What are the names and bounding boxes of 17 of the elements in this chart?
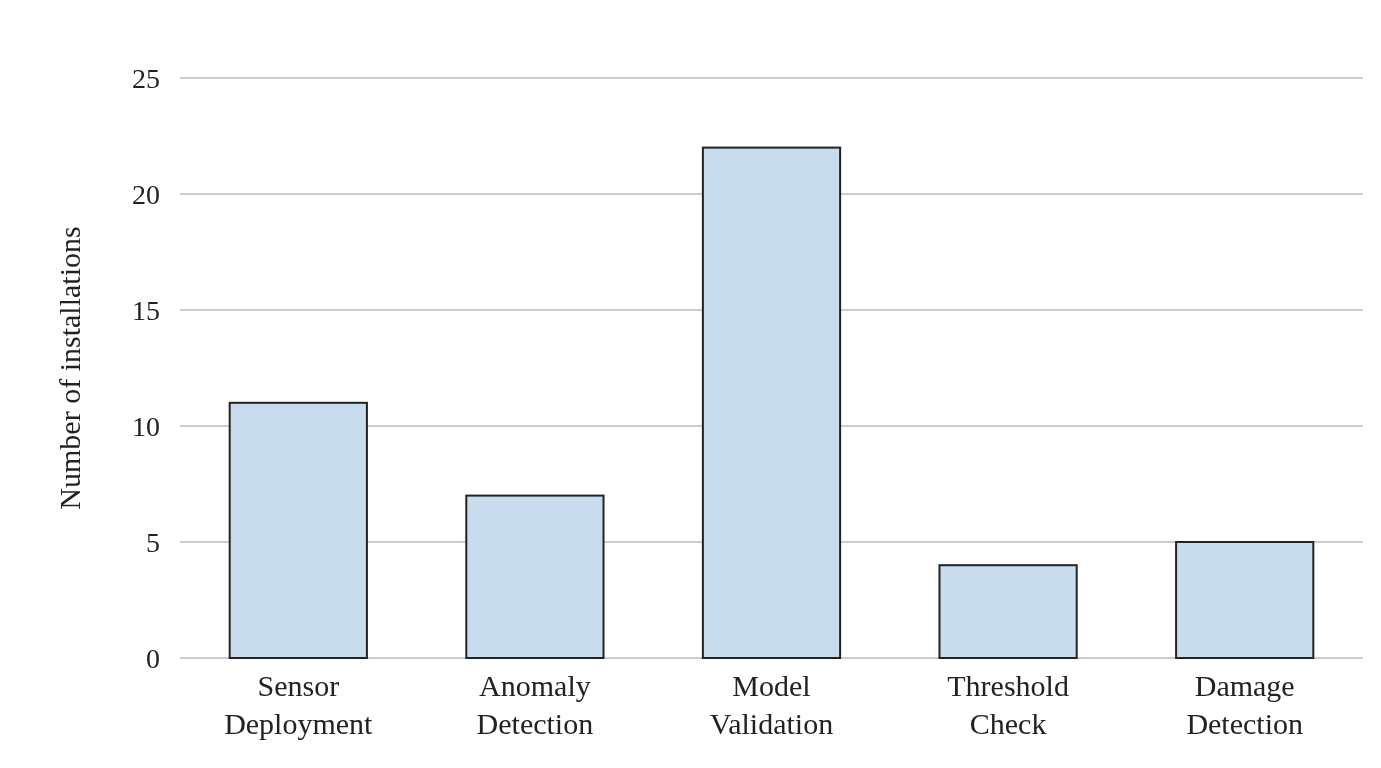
y-axis-title: Number of installations bbox=[53, 226, 86, 510]
y-tick-label: 5 bbox=[146, 526, 160, 558]
bar bbox=[228, 401, 368, 659]
x-tick-label: Sensor Deployment bbox=[224, 669, 374, 740]
x-tick-label: Threshold Check bbox=[947, 669, 1069, 740]
y-tick-label: 0 bbox=[146, 642, 160, 674]
y-tick-label: 25 bbox=[132, 62, 160, 94]
y-tick-label: 15 bbox=[132, 294, 160, 326]
bar bbox=[465, 494, 605, 659]
y-tick-label: 10 bbox=[132, 410, 160, 442]
x-tick-label: Damage Detection bbox=[1186, 669, 1304, 740]
x-tick-label: Anomaly Detection bbox=[476, 669, 594, 740]
y-tick-label: 20 bbox=[132, 178, 160, 210]
bar bbox=[938, 564, 1078, 659]
bar bbox=[1175, 541, 1315, 659]
bar bbox=[701, 146, 842, 659]
x-tick-label: Model Validation bbox=[709, 669, 834, 740]
